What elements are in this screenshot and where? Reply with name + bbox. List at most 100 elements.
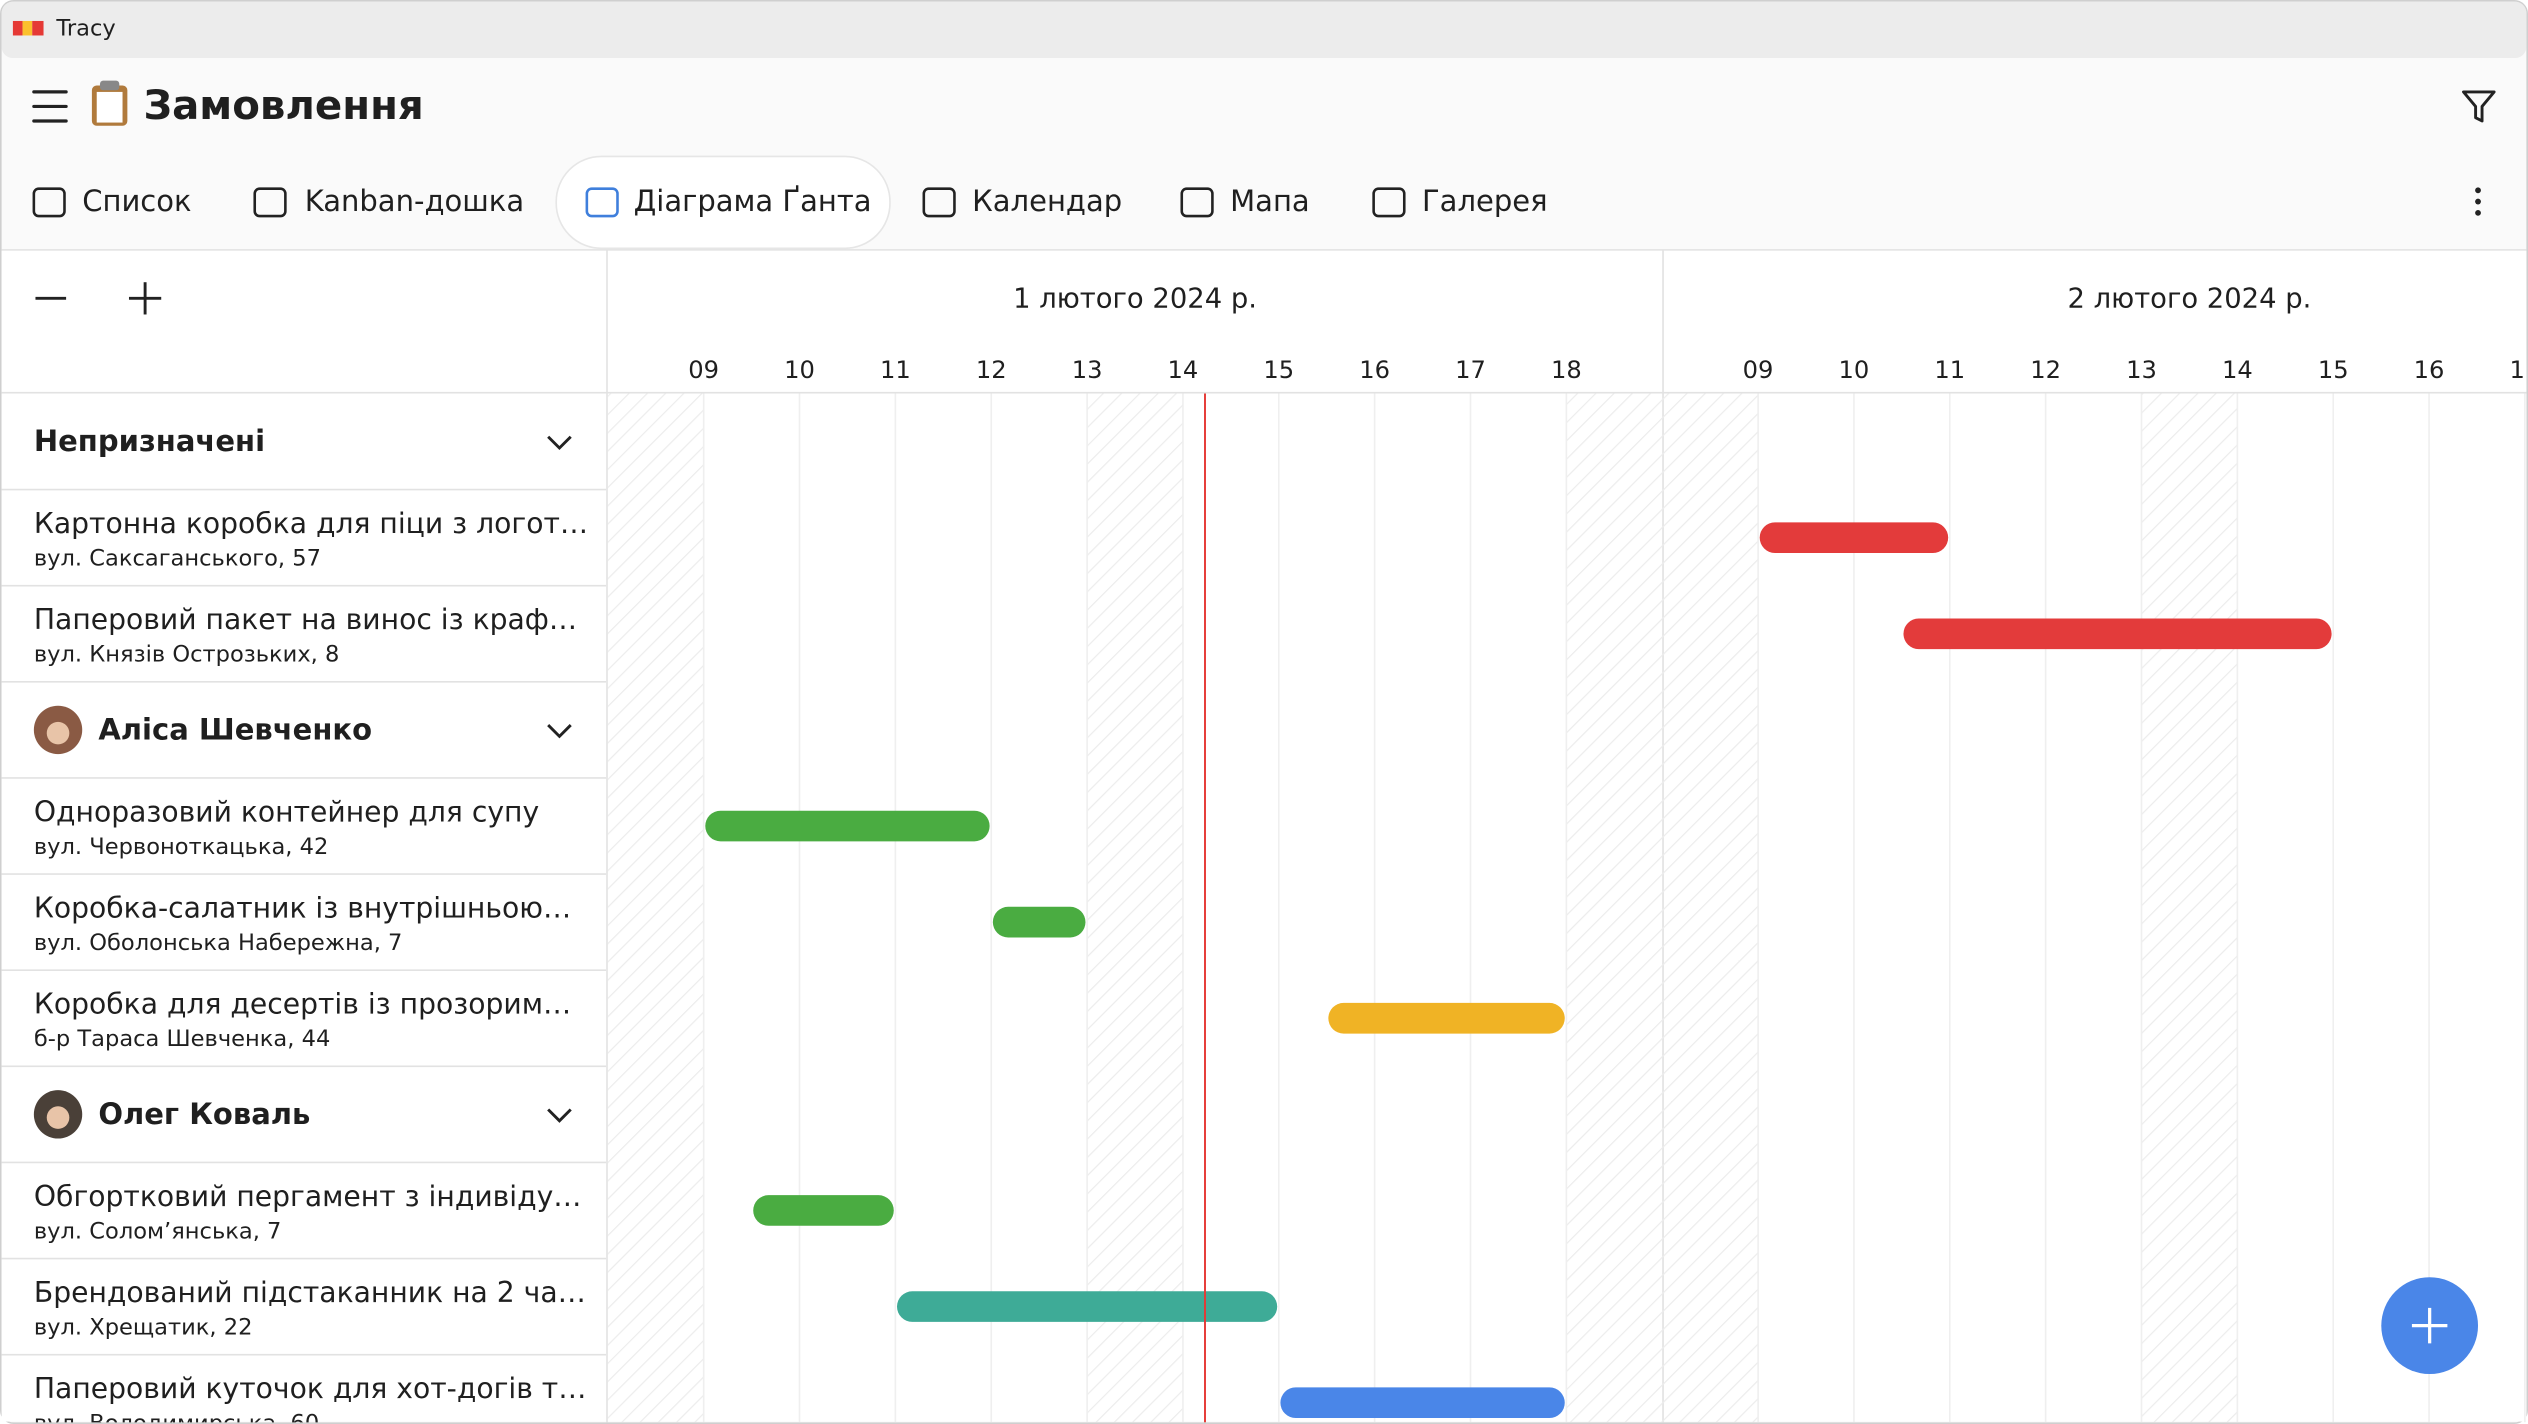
task-title: Коробка для десертів із прозорим…	[34, 988, 571, 1021]
content	[1, 250, 2527, 1422]
group-name: Аліса Шевченко	[98, 713, 372, 747]
task-address: б-р Тараса Шевченка, 44	[34, 1026, 330, 1052]
hour-label: 15	[1263, 356, 1294, 384]
task-row[interactable]: Паперовий куточок для хот-догів т… вул. В…	[34, 1372, 587, 1424]
group-row[interactable]: Олег Коваль	[33, 1090, 572, 1139]
add-button[interactable]	[2381, 1277, 2479, 1375]
hour-label: 10	[1839, 356, 1870, 384]
tab[interactable]: Мапа	[1180, 184, 1310, 218]
task-row[interactable]: Паперовий пакет на винос із краф… вул. Кн…	[34, 603, 577, 667]
hour-label: 14	[2222, 356, 2253, 384]
off-hours	[1662, 393, 1759, 1423]
collapse-chevron	[547, 1108, 572, 1123]
task-title: Картонна коробка для піци з логот…	[34, 507, 588, 540]
day-label: 2 лютого 2024 р.	[2067, 283, 2311, 314]
tab-label: Календар	[972, 184, 1122, 218]
zoom-in[interactable]	[128, 282, 162, 315]
tab-label: Діаграма Ґанта	[634, 184, 872, 218]
clipboard-icon	[91, 80, 128, 126]
hour-label: 09	[1743, 356, 1774, 384]
tab[interactable]: Галерея	[1372, 184, 1548, 218]
hour-label: 15	[2318, 356, 2349, 384]
tab[interactable]: Календар	[922, 184, 1122, 218]
gantt-bar[interactable]	[705, 810, 990, 842]
tab-active-bg	[555, 155, 891, 250]
view-tabs: Список Kanban-дошка Діаграма Ґанта Календар…	[32, 155, 1548, 250]
hour-label: 16	[2414, 356, 2445, 384]
filter-button[interactable]	[2462, 90, 2496, 123]
task-address: вул. Оболонська Набережна, 7	[34, 930, 403, 956]
off-hours	[607, 393, 704, 1423]
gantt-bar[interactable]	[1903, 618, 2332, 650]
task-address: вул. Солом’янська, 7	[34, 1218, 282, 1244]
timeline: 1 лютого 2024 р. 09 10 11 12 13 14 15 16 17 18 2 лю…	[607, 249, 2528, 1423]
task-title: Паперовий пакет на винос із краф…	[34, 603, 577, 636]
task-title: Брендований підстаканник на 2 ча…	[34, 1276, 586, 1309]
group-name: Олег Коваль	[98, 1097, 310, 1131]
gantt-bar[interactable]	[753, 1195, 894, 1226]
task-title: Обгортковий пергамент з індивіду…	[34, 1180, 582, 1213]
group-name: Непризначені	[34, 424, 265, 458]
tab[interactable]: Діаграма Ґанта	[555, 155, 891, 250]
task-row[interactable]: Картонна коробка для піци з логот… вул. С…	[34, 507, 588, 571]
task-title: Паперовий куточок для хот-догів т…	[34, 1372, 587, 1405]
task-address: вул. Хрещатик, 22	[34, 1314, 253, 1340]
menu-button[interactable]	[32, 90, 68, 123]
hour-label: 13	[1072, 356, 1103, 384]
task-row[interactable]: Коробка для десертів із прозорим… б-р Тар…	[34, 988, 571, 1052]
task-address: вул. Володимирська, 60	[34, 1410, 319, 1424]
hour-label: 17	[1455, 356, 1486, 384]
collapse-chevron	[547, 435, 572, 451]
day-label: 1 лютого 2024 р.	[1013, 283, 1257, 314]
group-row[interactable]: Непризначені	[34, 424, 572, 458]
avatar-face	[46, 1106, 70, 1129]
task-row[interactable]: Одноразовий контейнер для супу вул. Черво…	[34, 795, 539, 859]
tab[interactable]: Список	[32, 184, 192, 218]
off-hours	[1566, 393, 1663, 1423]
tab-icon	[922, 187, 956, 218]
tab-label: Список	[82, 184, 191, 218]
task-list: Непризначені Картонна коробка для піци з …	[1, 424, 607, 1424]
hour-label: 14	[1168, 356, 1199, 384]
tab-icon	[32, 187, 66, 218]
task-address: вул. Князів Острозьких, 8	[34, 642, 340, 668]
tab-icon	[585, 187, 619, 218]
task-row[interactable]: Обгортковий пергамент з індивіду… вул. Со…	[34, 1180, 582, 1244]
app-icon	[12, 20, 44, 36]
task-row[interactable]: Коробка-салатник із внутрішньою… вул. Обо…	[34, 892, 571, 956]
tab-icon	[1180, 187, 1214, 218]
gantt-bar[interactable]	[1328, 1002, 1565, 1034]
task-row[interactable]: Брендований підстаканник на 2 ча… вул. Хр…	[34, 1276, 586, 1340]
hour-label: 11	[1934, 356, 1965, 384]
hour-label: 11	[880, 356, 911, 384]
gantt-bar[interactable]	[1280, 1387, 1565, 1419]
tab-icon	[253, 187, 287, 218]
tab-label: Галерея	[1422, 184, 1548, 218]
page-title: Замовлення	[143, 82, 423, 129]
hour-label: 12	[976, 356, 1007, 384]
hour-label: 13	[2126, 356, 2157, 384]
window-title: Tracy	[55, 16, 115, 42]
hour-label: 17	[2510, 356, 2528, 384]
avatar-face	[46, 721, 70, 745]
gantt-bar[interactable]	[896, 1291, 1278, 1322]
tab[interactable]: Kanban-дошка	[253, 184, 524, 218]
tab-icon	[1372, 187, 1406, 218]
gantt-bar[interactable]	[1759, 522, 1949, 553]
task-title: Одноразовий контейнер для супу	[34, 795, 539, 828]
collapse-chevron	[547, 724, 572, 739]
more-button[interactable]	[2475, 187, 2481, 216]
hour-label: 16	[1359, 356, 1390, 384]
tab-label: Мапа	[1230, 184, 1310, 218]
task-address: вул. Саксаганського, 57	[34, 545, 321, 571]
hour-label: 10	[784, 356, 815, 384]
off-hours	[2141, 393, 2238, 1423]
title-bar	[1, 1, 2527, 59]
hour-label: 12	[2030, 356, 2061, 384]
tab-label: Kanban-дошка	[305, 184, 524, 218]
group-row[interactable]: Аліса Шевченко	[33, 705, 572, 755]
task-title: Коробка-салатник із внутрішньою…	[34, 892, 571, 925]
gantt-bar[interactable]	[992, 906, 1086, 938]
